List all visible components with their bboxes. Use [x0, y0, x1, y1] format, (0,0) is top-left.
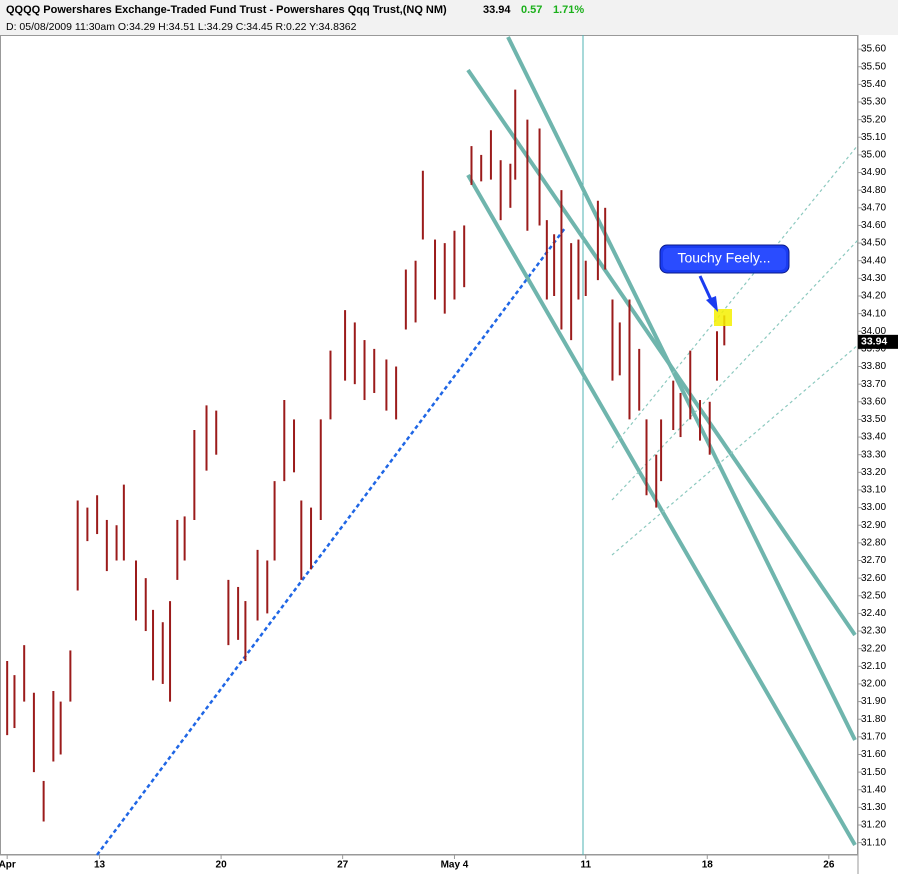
y-tick-label: 33.90: [861, 344, 886, 355]
annotation-arrowhead: [706, 296, 718, 312]
x-tick-label: 27: [337, 860, 349, 871]
y-tick-label: 35.40: [861, 79, 886, 90]
y-tick-label: 32.70: [861, 555, 886, 566]
change-pct: 1.71%: [553, 4, 584, 16]
y-tick-label: 32.80: [861, 538, 886, 549]
channel-line: [466, 173, 857, 847]
x-tick-label: 18: [702, 860, 714, 871]
y-tick-label: 32.30: [861, 626, 886, 637]
change: 0.57: [521, 4, 542, 16]
channel-line: [611, 144, 859, 449]
last-price-label: 33.94: [861, 336, 887, 348]
chart-subtitle: D: 05/08/2009 11:30am O:34.29 H:34.51 L:…: [6, 21, 357, 33]
last-price-box: [858, 334, 898, 349]
y-tick-label: 34.20: [861, 291, 886, 302]
y-tick-label: 34.80: [861, 185, 886, 196]
drawings: [95, 35, 859, 856]
y-tick-label: 35.50: [861, 61, 886, 72]
x-tick-label: 26: [823, 860, 835, 871]
y-tick-label: 32.00: [861, 679, 886, 690]
y-tick-label: 34.00: [861, 326, 886, 337]
x-tick-label: 11: [580, 860, 591, 871]
y-tick-label: 35.00: [861, 150, 886, 161]
y-tick-label: 34.90: [861, 167, 886, 178]
y-tick-label: 31.90: [861, 696, 886, 707]
y-tick-label: 31.50: [861, 767, 886, 778]
channel-line: [506, 36, 857, 741]
y-tick-label: 33.30: [861, 449, 886, 460]
chart-title: QQQQ Powershares Exchange-Traded Fund Tr…: [6, 4, 447, 16]
y-tick-label: 31.60: [861, 749, 886, 760]
x-tick-label: May 4: [441, 860, 469, 871]
header-bg: [0, 0, 898, 35]
y-tick-label: 33.10: [861, 485, 886, 496]
last-price: 33.94: [483, 4, 511, 16]
y-tick-label: 31.20: [861, 820, 886, 831]
y-tick-label: 31.10: [861, 837, 886, 848]
y-tick-label: 34.70: [861, 202, 886, 213]
y-tick-label: 34.30: [861, 273, 886, 284]
annotation: Touchy Feely...: [677, 250, 770, 266]
y-tick-label: 32.50: [861, 590, 886, 601]
trend-line: [95, 227, 567, 856]
x-tick-label: Apr: [0, 860, 16, 871]
y-tick-label: 34.50: [861, 238, 886, 249]
y-tick-label: 33.00: [861, 502, 886, 513]
y-tick-label: 31.80: [861, 714, 886, 725]
y-tick-label: 35.20: [861, 114, 886, 125]
y-tick-label: 33.70: [861, 379, 886, 390]
y-tick-label: 35.10: [861, 132, 886, 143]
y-tick-label: 32.10: [861, 661, 886, 672]
y-tick-label: 34.40: [861, 255, 886, 266]
annotation-arrow: [698, 275, 714, 303]
y-tick-label: 33.80: [861, 361, 886, 372]
y-tick-label: 32.40: [861, 608, 886, 619]
y-tick-label: 34.60: [861, 220, 886, 231]
channel-line: [466, 68, 857, 637]
y-tick-label: 31.40: [861, 784, 886, 795]
bars: [6, 89, 726, 822]
y-tick-label: 32.60: [861, 573, 886, 584]
x-tick-label: 13: [94, 860, 106, 871]
annotation-inner: [663, 248, 786, 270]
y-tick-label: 33.60: [861, 396, 886, 407]
y-tick-label: 32.90: [861, 520, 886, 531]
y-tick-label: 35.30: [861, 97, 886, 108]
y-tick-label: 31.70: [861, 731, 886, 742]
plot-area: [0, 35, 858, 855]
y-tick-label: 32.20: [861, 643, 886, 654]
x-tick-label: 20: [216, 860, 228, 871]
y-tick-label: 31.30: [861, 802, 886, 813]
highlight: [714, 309, 732, 326]
y-tick-label: 33.20: [861, 467, 886, 478]
y-tick-label: 33.50: [861, 414, 886, 425]
y-tick-label: 35.60: [861, 44, 886, 55]
y-tick-label: 34.10: [861, 308, 886, 319]
y-tick-label: 33.40: [861, 432, 886, 443]
